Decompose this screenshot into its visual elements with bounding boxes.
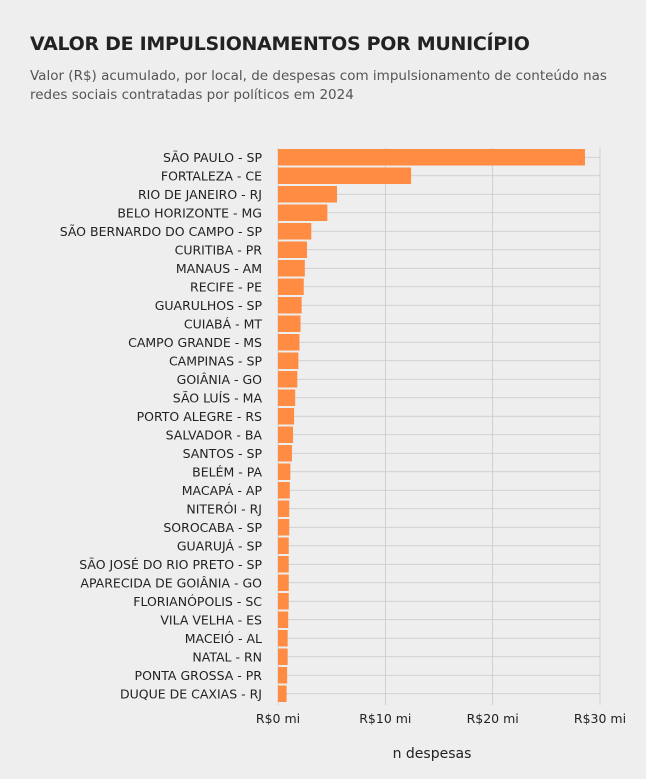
- bar: [278, 556, 289, 573]
- bar: [278, 352, 299, 369]
- bar: [278, 482, 290, 499]
- x-tick-label: R$10 mi: [359, 711, 411, 726]
- bar: [278, 260, 305, 277]
- category-label: CURITIBA - PR: [175, 242, 263, 257]
- bar: [278, 371, 298, 388]
- category-label: SALVADOR - BA: [166, 427, 263, 442]
- x-tick-labels: R$0 mi R$10 mi R$20 mi R$30 mi: [256, 711, 626, 726]
- bar: [278, 667, 288, 684]
- category-label: FORTALEZA - CE: [161, 168, 262, 183]
- bar: [278, 186, 338, 203]
- category-label: CAMPINAS - SP: [169, 353, 263, 368]
- bar: [278, 297, 302, 314]
- bar: [278, 630, 288, 647]
- x-tick-label: R$30 mi: [574, 711, 626, 726]
- chart-subtitle: Valor (R$) acumulado, por local, de desp…: [30, 68, 607, 103]
- bar: [278, 593, 289, 610]
- category-label: VILA VELHA - ES: [160, 612, 262, 627]
- bar: [278, 611, 289, 628]
- bar: [278, 408, 295, 425]
- bar: [278, 500, 290, 517]
- category-label: PONTA GROSSA - PR: [135, 668, 263, 683]
- bar: [278, 574, 289, 591]
- category-label: SÃO JOSÉ DO RIO PRETO - SP: [79, 557, 262, 572]
- bar: [278, 334, 300, 351]
- category-label: BELÉM - PA: [192, 464, 262, 479]
- category-label: SÃO PAULO - SP: [163, 150, 262, 165]
- category-label: SANTOS - SP: [183, 446, 263, 461]
- bar: [278, 426, 294, 443]
- category-label: SOROCABA - SP: [163, 520, 262, 535]
- bar: [278, 223, 312, 240]
- category-labels: SÃO PAULO - SP FORTALEZA - CE RIO DE JANEI…: [60, 150, 263, 702]
- category-label: CAMPO GRANDE - MS: [128, 335, 262, 350]
- chart-title: VALOR DE IMPULSIONAMENTOS POR MUNICÍPIO: [30, 33, 530, 55]
- category-label: MACAPÁ - AP: [182, 483, 263, 498]
- category-label: RIO DE JANEIRO - RJ: [138, 187, 262, 202]
- category-label: MANAUS - AM: [176, 261, 262, 276]
- bar: [278, 167, 412, 184]
- category-label: MACEIÓ - AL: [185, 631, 262, 646]
- bars: [278, 149, 585, 702]
- bar: [278, 648, 288, 665]
- x-tick-label: R$0 mi: [256, 711, 300, 726]
- category-label: GUARUJÁ - SP: [177, 538, 263, 553]
- category-label: BELO HORIZONTE - MG: [117, 205, 262, 220]
- grid-lines: [277, 148, 601, 705]
- bar: [278, 519, 290, 536]
- category-label: APARECIDA DE GOIÂNIA - GO: [80, 575, 262, 590]
- x-tick-label: R$20 mi: [467, 711, 519, 726]
- x-axis-title: n despesas: [393, 746, 472, 762]
- category-label: GOIÂNIA - GO: [177, 372, 262, 387]
- category-label: CUIABÁ - MT: [184, 316, 262, 331]
- bar: [278, 204, 328, 221]
- bar: [278, 685, 287, 702]
- category-label: PORTO ALEGRE - RS: [137, 409, 262, 424]
- bar: [278, 445, 292, 462]
- bar: [278, 463, 291, 480]
- category-label: DUQUE DE CAXIAS - RJ: [120, 686, 262, 701]
- bar: [278, 149, 585, 166]
- bar: [278, 241, 307, 258]
- bar: [278, 315, 301, 332]
- category-label: RECIFE - PE: [190, 279, 262, 294]
- bar: [278, 278, 304, 295]
- bar: [278, 537, 289, 554]
- category-label: SÃO BERNARDO DO CAMPO - SP: [60, 224, 263, 239]
- category-label: GUARULHOS - SP: [155, 298, 263, 313]
- bar: [278, 389, 296, 406]
- category-label: NITERÓI - RJ: [186, 501, 262, 516]
- category-label: NATAL - RN: [192, 649, 262, 664]
- category-label: SÃO LUÍS - MA: [173, 390, 263, 405]
- category-label: FLORIANÓPOLIS - SC: [133, 594, 262, 609]
